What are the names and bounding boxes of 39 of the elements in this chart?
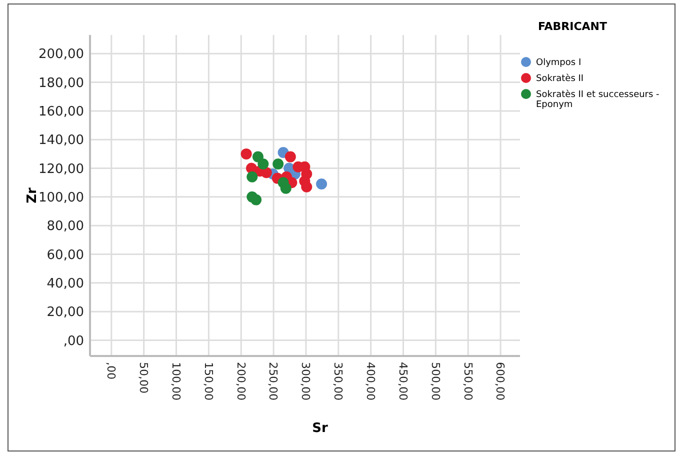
- x-tick-label: 50,00: [136, 362, 150, 394]
- x-tick-label: 500,00: [428, 362, 442, 400]
- point: [280, 182, 292, 194]
- y-tick-label: 140,00: [38, 133, 84, 148]
- x-tick-label: 600,00: [494, 362, 507, 400]
- x-tick-label: 200,00: [234, 362, 248, 400]
- y-tick-label: 200,00: [38, 47, 84, 62]
- point: [316, 178, 328, 190]
- point: [246, 171, 258, 182]
- x-tick-label: 100,00: [169, 362, 182, 400]
- y-tick-label: 160,00: [38, 104, 84, 120]
- y-tick-label: 180,00: [38, 76, 84, 91]
- x-tick-label: 400,00: [364, 362, 377, 400]
- point: [272, 158, 284, 170]
- x-tick-label: 350,00: [332, 362, 345, 400]
- x-tick-label: 150,00: [202, 362, 215, 400]
- y-tick-label: ,00: [63, 334, 84, 349]
- point: [284, 151, 296, 162]
- legend-label: Sokratès II: [536, 73, 584, 84]
- x-tick-label: 550,00: [461, 362, 474, 400]
- x-tick-label: 250,00: [266, 362, 280, 400]
- point: [240, 148, 252, 160]
- y-tick-label: 120,00: [38, 162, 84, 177]
- x-tick-label: ,00: [104, 362, 118, 380]
- x-tick-label: 300,00: [299, 362, 312, 400]
- point: [258, 158, 269, 170]
- y-axis-title: Zr: [25, 186, 40, 204]
- point: [250, 194, 262, 206]
- y-tick-label: 100,00: [38, 190, 84, 206]
- y-tick-label: 80,00: [46, 219, 84, 234]
- point: [301, 181, 312, 192]
- legend-title: FABRICANT: [538, 20, 608, 33]
- y-tick-label: 40,00: [46, 276, 84, 292]
- y-tick-label: 60,00: [46, 248, 84, 263]
- x-tick-label: 450,00: [396, 362, 410, 400]
- legend-label: Sokratès II et successeurs - Eponym: [536, 89, 660, 110]
- legend-label: Olympos I: [536, 58, 582, 68]
- x-axis-title: Sr: [312, 421, 328, 436]
- y-tick-label: 20,00: [46, 305, 84, 320]
